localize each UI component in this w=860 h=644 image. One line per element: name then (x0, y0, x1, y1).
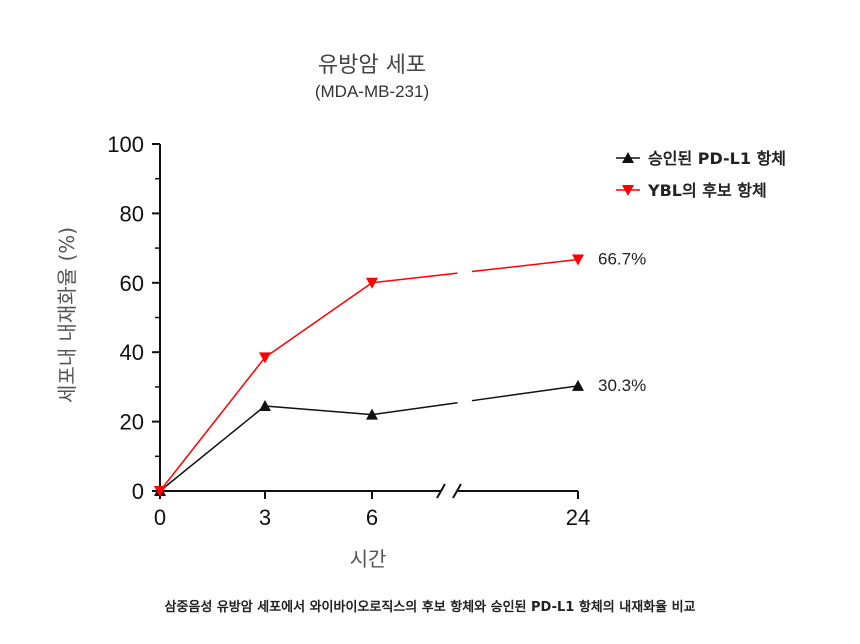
x-tick-label: 0 (154, 505, 166, 530)
x-tick-label: 3 (259, 505, 271, 530)
chart: 유방암 세포 (MDA-MB-231) 0 20 40 60 80 100 0 3 6 24 3… (55, 53, 786, 571)
series-segment (471, 258, 579, 273)
legend-marker (622, 185, 634, 196)
series-segment (159, 405, 266, 492)
data-point (572, 254, 584, 266)
axes (159, 144, 578, 499)
y-tick-label: 40 (120, 340, 144, 365)
legend-label: YBL의 후보 항체 (647, 181, 767, 200)
y-axis-ticks: 0 20 40 60 80 100 (107, 132, 160, 504)
series-segment (371, 401, 458, 416)
y-tick-label: 100 (107, 132, 144, 157)
figure-caption: 삼중음성 유방암 세포에서 와이바이오로직스의 후보 항체와 승인된 PD-L1… (164, 600, 696, 615)
series-segment (159, 356, 266, 492)
series-group: 30.3% 66.7% (154, 250, 646, 497)
data-point (259, 399, 271, 411)
series-1: 30.3% (154, 376, 646, 496)
x-tick-label: 6 (366, 505, 378, 530)
series-segment (264, 405, 373, 416)
end-value-label: 30.3% (598, 376, 646, 395)
chart-title: 유방암 세포 (318, 53, 426, 78)
y-tick-label: 60 (120, 271, 144, 296)
y-axis-label: 세포내 내재화율 (%) (55, 227, 79, 403)
series-segment (371, 272, 458, 284)
data-point (572, 379, 584, 391)
data-point (366, 408, 378, 420)
x-axis-ticks: 0 3 6 24 (154, 491, 590, 530)
legend-label: 승인된 PD-L1 항체 (648, 149, 786, 168)
axis-break-mark (452, 483, 462, 499)
axis-break-mark (436, 483, 446, 499)
x-tick-label: 24 (566, 505, 590, 530)
y-tick-label: 80 (120, 201, 144, 226)
x-axis-label: 시간 (350, 547, 387, 571)
series-segment (264, 282, 373, 359)
end-value-label: 66.7% (598, 250, 646, 269)
data-point (366, 277, 378, 289)
data-point (259, 352, 271, 364)
chart-subtitle: (MDA-MB-231) (315, 82, 429, 101)
y-tick-label: 20 (120, 410, 144, 435)
series-segment (471, 385, 579, 402)
data-point (154, 486, 166, 497)
legend: 승인된 PD-L1 항체 YBL의 후보 항체 (616, 149, 786, 200)
series-2: 66.7% (154, 250, 646, 497)
legend-marker (622, 152, 634, 163)
y-tick-label: 0 (132, 479, 144, 504)
legend-item-2: YBL의 후보 항체 (616, 181, 767, 200)
legend-item-1: 승인된 PD-L1 항체 (616, 149, 786, 168)
